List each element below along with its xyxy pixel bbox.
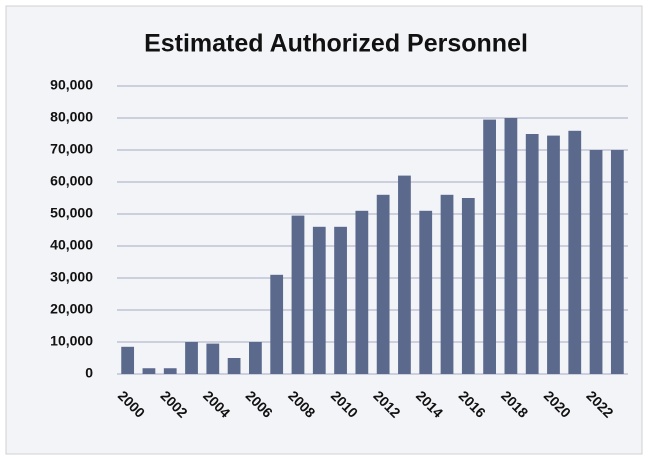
y-tick-label: 70,000 bbox=[50, 141, 93, 157]
y-tick-label: 60,000 bbox=[50, 173, 93, 189]
y-tick-label: 90,000 bbox=[50, 77, 93, 93]
bar bbox=[334, 226, 347, 374]
bar bbox=[589, 150, 603, 374]
y-tick-label: 30,000 bbox=[50, 269, 93, 285]
bar bbox=[376, 194, 390, 374]
y-tick-label: 50,000 bbox=[50, 205, 93, 221]
bar bbox=[504, 118, 518, 374]
bar bbox=[312, 226, 326, 374]
bar bbox=[610, 150, 624, 374]
bar bbox=[547, 135, 560, 374]
y-tick-label: 20,000 bbox=[50, 301, 93, 317]
bar bbox=[249, 342, 262, 374]
bar bbox=[525, 134, 539, 374]
bar bbox=[291, 215, 305, 374]
bar bbox=[355, 210, 369, 374]
bar bbox=[461, 198, 475, 374]
bar bbox=[419, 210, 433, 374]
bar bbox=[163, 368, 177, 374]
y-tick-label: 80,000 bbox=[50, 109, 93, 125]
bar bbox=[568, 130, 582, 374]
y-tick-label: 40,000 bbox=[50, 237, 93, 253]
bar bbox=[483, 119, 496, 374]
y-tick-label: 10,000 bbox=[50, 333, 93, 349]
bar bbox=[142, 368, 156, 374]
bar bbox=[398, 175, 411, 374]
bar bbox=[270, 274, 284, 374]
bar bbox=[206, 343, 220, 374]
bar bbox=[440, 194, 454, 374]
chart-title: Estimated Authorized Personnel bbox=[144, 30, 528, 58]
bar bbox=[185, 342, 198, 374]
bar bbox=[121, 346, 135, 374]
y-tick-label: 0 bbox=[85, 365, 93, 381]
bar bbox=[227, 358, 241, 374]
